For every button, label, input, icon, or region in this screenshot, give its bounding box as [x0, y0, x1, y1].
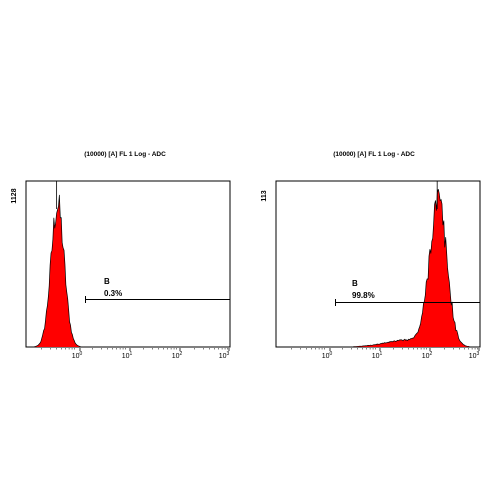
x-tick-label-1e0: 100 [322, 351, 333, 360]
histogram-outline [26, 194, 230, 348]
chart-title: (10000) [A] FL 1 Log - ADC [84, 151, 166, 158]
x-tick-label-1e0: 100 [72, 351, 83, 360]
histogram-marks [276, 181, 480, 348]
y-max-label: 113 [261, 190, 268, 201]
x-axis-ticks: 100 101 102 103 [41, 348, 230, 360]
gate-percent: 99.8% [352, 291, 375, 300]
histogram-panel-right: (10000) [A] FL 1 Log - ADC 113 B 99.8% 1… [261, 151, 481, 360]
histogram-fill [276, 189, 480, 347]
x-tick-label-1e1: 101 [122, 351, 133, 360]
histogram-panel-left: (10000) [A] FL 1 Log - ADC 1128 B 0.3% 1… [11, 151, 231, 360]
histogram-fill [26, 194, 230, 347]
x-tick-label-1e1: 101 [372, 351, 383, 360]
x-minor-ticks [291, 348, 478, 350]
y-max-label: 1128 [11, 188, 18, 203]
x-tick-label-1e3: 103 [469, 351, 480, 360]
x-tick-label-1e3: 103 [219, 351, 230, 360]
gate-label: B [352, 279, 358, 288]
histogram-marks [26, 181, 230, 348]
x-minor-ticks [41, 348, 228, 350]
gate-label: B [104, 277, 110, 286]
x-tick-label-1e2: 102 [422, 351, 433, 360]
x-tick-label-1e2: 102 [172, 351, 183, 360]
gate-percent: 0.3% [104, 289, 122, 298]
histogram-outline [276, 189, 480, 348]
chart-title: (10000) [A] FL 1 Log - ADC [333, 151, 415, 158]
x-axis-ticks: 100 101 102 103 [291, 348, 480, 360]
